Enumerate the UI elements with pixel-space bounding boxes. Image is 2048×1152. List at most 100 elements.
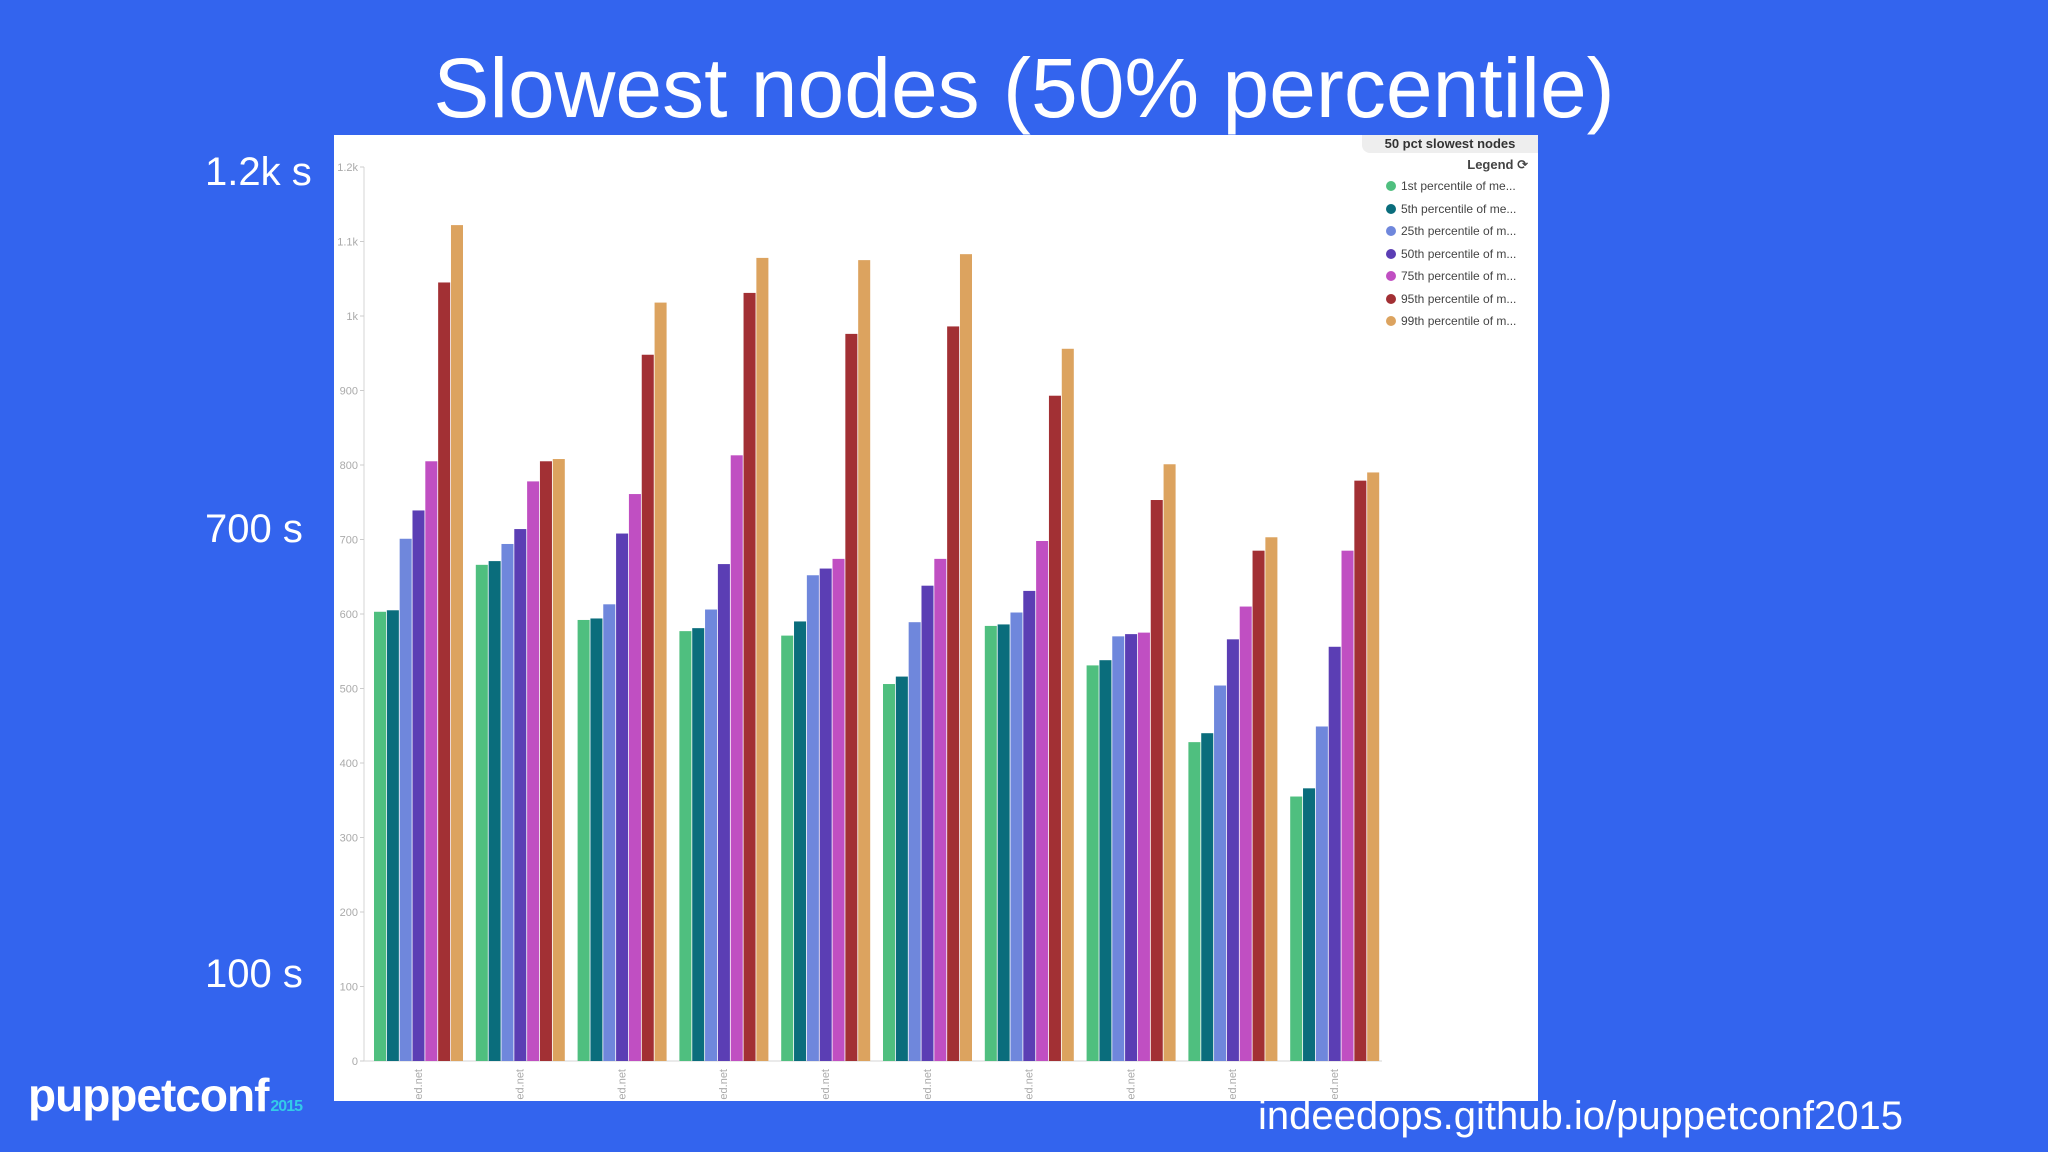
bar	[590, 618, 603, 1061]
x-tick-label: ed.net	[820, 1069, 832, 1100]
y-tick-label: 600	[340, 609, 358, 621]
bar	[527, 481, 540, 1061]
bar	[1137, 632, 1150, 1061]
bar	[1367, 472, 1380, 1061]
bar	[1010, 612, 1023, 1061]
bar	[1354, 480, 1367, 1061]
side-label-top: 1.2k s	[205, 150, 312, 194]
bar	[501, 543, 514, 1061]
bar	[1125, 634, 1138, 1061]
bar	[1163, 464, 1176, 1061]
bar	[1252, 550, 1265, 1061]
bar	[934, 558, 947, 1061]
x-tick-label: ed.net	[1227, 1069, 1239, 1100]
bar	[947, 326, 960, 1061]
legend-label: 75th percentile of m...	[1401, 269, 1517, 284]
bar	[1290, 796, 1303, 1061]
bar	[1150, 500, 1163, 1061]
bar	[386, 610, 399, 1061]
y-tick-label: 400	[340, 758, 358, 770]
y-tick-label: 100	[340, 982, 358, 994]
bar	[883, 684, 896, 1061]
bar	[1086, 665, 1099, 1061]
slide-title: Slowest nodes (50% percentile)	[433, 41, 1615, 135]
bar	[425, 461, 438, 1061]
legend-label: 99th percentile of m...	[1401, 314, 1517, 329]
bar	[1265, 537, 1278, 1061]
bar	[984, 625, 997, 1061]
side-label-bottom: 100 s	[205, 952, 303, 996]
bar	[374, 611, 387, 1061]
legend-label: 50th percentile of m...	[1401, 246, 1517, 261]
bar	[705, 609, 718, 1061]
bar	[781, 635, 794, 1061]
legend-label: 25th percentile of m...	[1401, 224, 1517, 239]
bar	[552, 459, 565, 1061]
legend-item[interactable]: 75th percentile of m...	[1386, 265, 1538, 288]
puppetconf-logo: puppetconf 2015	[28, 1068, 303, 1122]
x-tick-label: ed.net	[1024, 1069, 1036, 1100]
legend-toggle-button[interactable]: Legend ⟳	[1467, 157, 1528, 172]
bar	[908, 622, 921, 1061]
legend-swatch	[1386, 226, 1396, 237]
bar	[794, 621, 807, 1061]
bar	[756, 257, 769, 1061]
bar	[997, 624, 1010, 1061]
side-label-middle: 700 s	[205, 507, 303, 551]
x-tick-label: ed.net	[718, 1069, 730, 1100]
chart-panel: 0 100 200 300 400 500 600 700 800 900 1k 1.1k 1.2k ed…	[334, 135, 1538, 1101]
bar	[641, 354, 654, 1061]
bar	[539, 461, 552, 1061]
legend-item[interactable]: 25th percentile of m...	[1386, 220, 1538, 243]
bar-chart: 0 100 200 300 400 500 600 700 800 900 1k 1.1k 1.2k ed…	[337, 162, 1382, 1100]
x-tick-label: ed.net	[922, 1069, 934, 1100]
logo-year: 2015	[270, 1098, 303, 1115]
legend-item[interactable]: 5th percentile of me...	[1386, 198, 1538, 221]
bar	[577, 619, 590, 1061]
bar	[819, 568, 832, 1061]
y-tick-label: 1k	[346, 311, 358, 323]
legend-item[interactable]: 50th percentile of m...	[1386, 243, 1538, 266]
bar	[1214, 685, 1227, 1061]
legend-item[interactable]: 99th percentile of m...	[1386, 310, 1538, 333]
bar	[1315, 726, 1328, 1061]
bar	[959, 254, 972, 1061]
bar	[616, 533, 629, 1061]
bar	[730, 455, 743, 1061]
logo-text: puppetconf	[28, 1069, 269, 1121]
legend-swatch	[1386, 248, 1396, 259]
legend-label: 95th percentile of m...	[1401, 291, 1517, 306]
legend-item[interactable]: 1st percentile of me...	[1386, 175, 1538, 198]
legend-label: 5th percentile of me...	[1401, 201, 1517, 216]
legend-label: 1st percentile of me...	[1401, 179, 1516, 194]
y-tick-label: 500	[340, 684, 358, 696]
bar	[1328, 646, 1341, 1061]
legend-swatch	[1386, 316, 1396, 327]
bar	[1201, 733, 1214, 1061]
y-tick-label: 0	[352, 1056, 358, 1068]
x-tick-label: ed.net	[1125, 1069, 1137, 1100]
chart-legend: 1st percentile of me... 5th percentile of…	[1386, 175, 1538, 333]
y-tick-label: 1.1k	[337, 237, 358, 249]
bar	[654, 302, 667, 1062]
bar	[628, 494, 641, 1061]
bar	[1239, 606, 1252, 1061]
footer-url[interactable]: indeedops.github.io/puppetconf2015	[1258, 1094, 1903, 1138]
bar	[514, 529, 527, 1061]
y-tick-label: 200	[340, 907, 358, 919]
bar	[743, 292, 756, 1061]
x-tick-label: ed.net	[515, 1069, 527, 1100]
bar	[475, 564, 488, 1061]
bar	[679, 631, 692, 1061]
y-tick-label: 900	[340, 386, 358, 398]
bar	[717, 564, 730, 1061]
bar	[692, 628, 705, 1061]
legend-swatch	[1386, 181, 1396, 192]
bar	[1188, 742, 1201, 1061]
bar	[895, 676, 908, 1061]
bar	[450, 225, 463, 1062]
bar	[845, 333, 858, 1061]
bar	[1341, 550, 1354, 1061]
legend-item[interactable]: 95th percentile of m...	[1386, 288, 1538, 311]
bar	[488, 561, 501, 1061]
